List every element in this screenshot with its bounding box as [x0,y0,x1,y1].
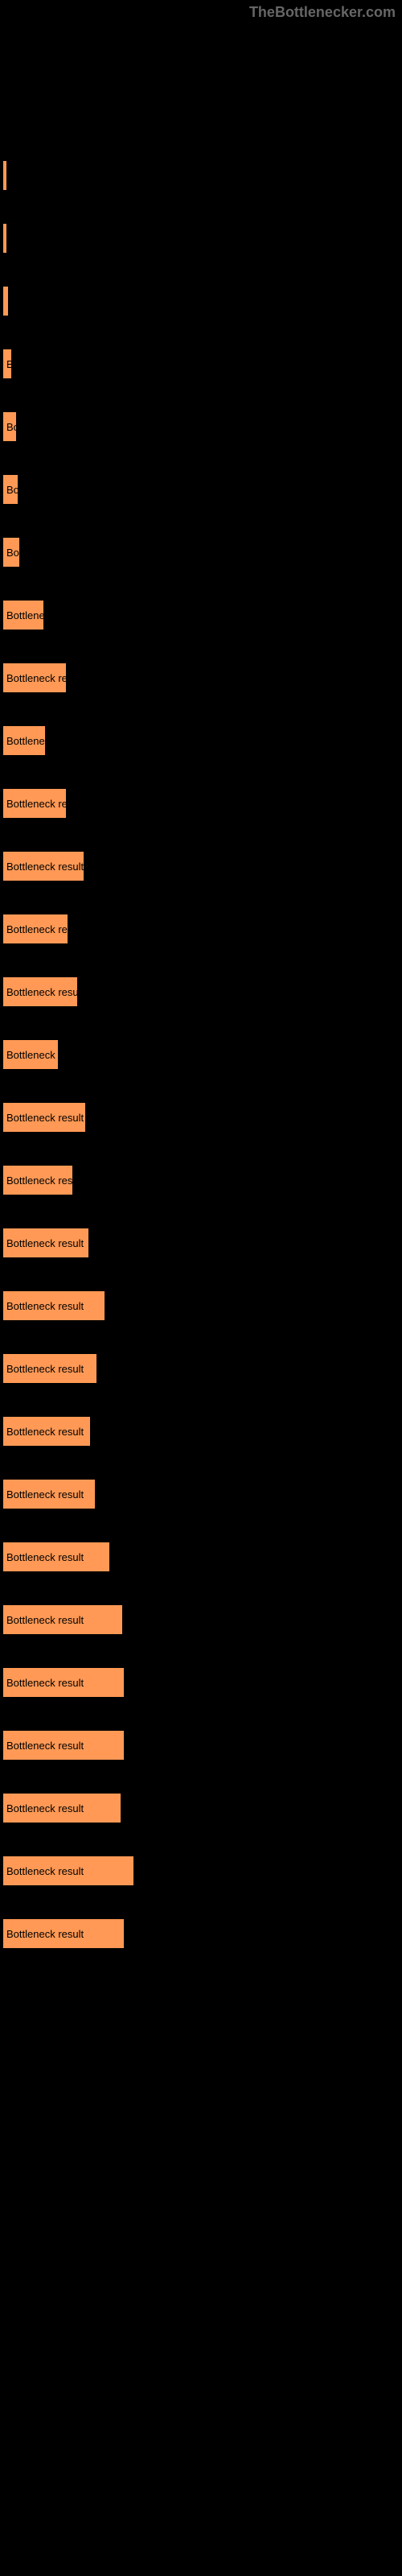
bar-label: Bo [6,547,19,559]
bar-row: Bottleneck resu [3,977,402,1006]
bar-row: Bottleneck [3,1040,402,1069]
bar-label: Bottleneck result [6,1300,84,1312]
bar-row [3,161,402,190]
bar-row: Bo [3,475,402,504]
bar [3,287,8,316]
bar-label: Bottleneck result [6,1363,84,1375]
bar-label: Bottleneck res [6,1174,72,1187]
bar-label: Bo [6,421,16,433]
bar-row [3,224,402,253]
bar: Bottleneck result [3,1856,133,1885]
bar-row [3,287,402,316]
bar [3,161,6,190]
bar: Bottlene [3,726,45,755]
bar: Bottleneck [3,1040,58,1069]
bar-label: Bottleneck re [6,798,66,810]
bar-label: Bottleneck result [6,1488,84,1501]
bar: Bottleneck res [3,1166,72,1195]
bar-row: Bottleneck re [3,663,402,692]
bar-row: Bottleneck result [3,1605,402,1634]
bar-label: B [6,358,11,370]
bar-label: Bottleneck result [6,1928,84,1940]
bar: Bottleneck result [3,1480,95,1509]
bar-label: Bottleneck result [6,861,84,873]
bar: B [3,349,11,378]
bar-row: Bottleneck result [3,1731,402,1760]
bar-chart: B Bo Bo Bo Bottlene Bottleneck re Bottlene Bott… [0,0,402,1948]
bar-row: Bottleneck res [3,1166,402,1195]
bar-row: Bottleneck result [3,1856,402,1885]
bar: Bo [3,475,18,504]
bar: Bottleneck result [3,1919,124,1948]
bar-row: Bottleneck result [3,1794,402,1823]
bar: Bottleneck re [3,914,68,943]
bar-row: Bottleneck result [3,1228,402,1257]
bar-label: Bottleneck resu [6,986,77,998]
bar: Bottleneck result [3,1228,88,1257]
bar [3,224,6,253]
bar-label: Bottleneck re [6,923,68,935]
bar-row: Bottleneck result [3,1668,402,1697]
bar-row: Bottlene [3,601,402,630]
bar: Bottleneck re [3,663,66,692]
bar-row: B [3,349,402,378]
bar-label: Bottlene [6,609,43,621]
bar-row: Bottleneck re [3,914,402,943]
bar-row: Bottleneck result [3,1919,402,1948]
bar-row: Bottleneck result [3,1291,402,1320]
bar-label: Bottleneck [6,1049,55,1061]
bar: Bottleneck result [3,1354,96,1383]
bar: Bottleneck result [3,1605,122,1634]
bar: Bottlene [3,601,43,630]
bar: Bottleneck result [3,1542,109,1571]
bar-row: Bottleneck result [3,1542,402,1571]
bar-label: Bottleneck result [6,1614,84,1626]
bar: Bo [3,538,19,567]
bar-row: Bottleneck result [3,1103,402,1132]
bar-row: Bottleneck result [3,1417,402,1446]
bar-label: Bottleneck result [6,1112,84,1124]
bar-row: Bottleneck result [3,1354,402,1383]
bar: Bottleneck result [3,1668,124,1697]
bar-label: Bottleneck result [6,1426,84,1438]
bar-label: Bottleneck result [6,1740,84,1752]
bar-label: Bottleneck result [6,1237,84,1249]
bar: Bottleneck result [3,1731,124,1760]
bar-label: Bottlene [6,735,45,747]
bar-label: Bo [6,484,18,496]
bar: Bottleneck resu [3,977,77,1006]
bar-row: Bo [3,538,402,567]
bar-row: Bottlene [3,726,402,755]
bar: Bottleneck result [3,1103,85,1132]
bar-row: Bo [3,412,402,441]
bar-label: Bottleneck result [6,1865,84,1877]
bar-row: Bottleneck result [3,852,402,881]
bar-label: Bottleneck result [6,1677,84,1689]
bar-row: Bottleneck result [3,1480,402,1509]
bar-label: Bottleneck result [6,1551,84,1563]
bar-row: Bottleneck re [3,789,402,818]
bar: Bottleneck result [3,1291,105,1320]
bar: Bottleneck result [3,852,84,881]
bar: Bottleneck result [3,1794,121,1823]
bar: Bottleneck re [3,789,66,818]
bar-label: Bottleneck result [6,1802,84,1814]
bar: Bo [3,412,16,441]
bar: Bottleneck result [3,1417,90,1446]
watermark-text: TheBottlenecker.com [249,4,396,21]
bar-label: Bottleneck re [6,672,66,684]
